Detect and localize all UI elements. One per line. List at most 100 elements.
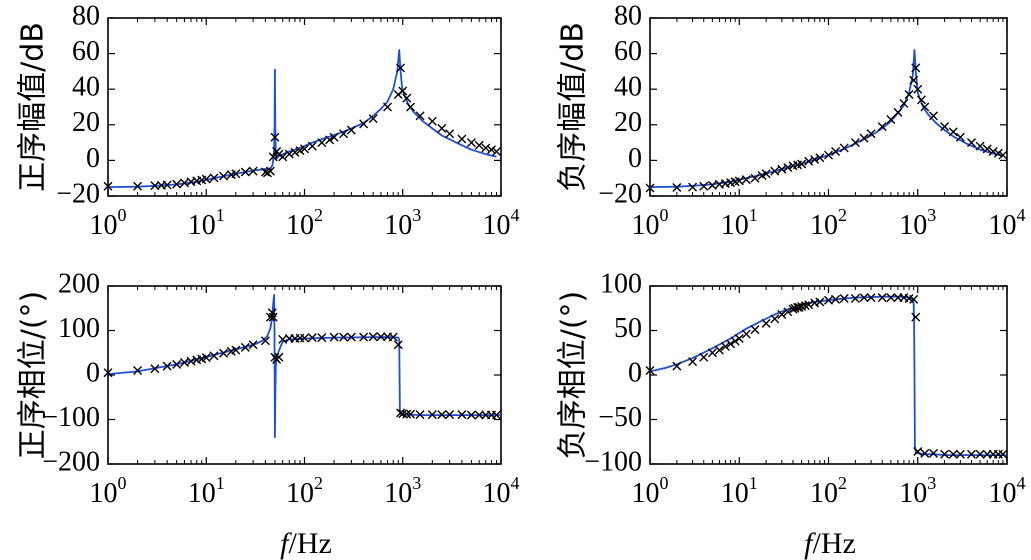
y-tick-label: 100 [600,268,642,299]
x-tick-label: 104 [989,473,1026,509]
data-point-marker [672,182,682,192]
data-point-marker [797,159,807,169]
data-point-marker [804,156,814,166]
data-point-marker [474,410,484,420]
y-tick-label: −200 [42,446,100,477]
data-point-marker [955,132,965,142]
series-line-model [649,49,1004,188]
data-point-marker [248,166,258,176]
data-point-marker [307,333,317,343]
series-layer [645,293,1008,459]
data-point-marker [368,332,378,342]
data-point-marker [720,342,730,352]
plot-frame [649,285,1008,465]
data-point-marker [920,448,930,458]
data-point-marker [339,129,349,139]
data-point-marker [172,359,182,369]
x-tick-label: 101 [721,205,758,241]
data-point-marker [909,75,919,85]
data-point-marker [248,340,258,350]
data-point-marker [911,63,921,73]
series-line-model [107,49,497,188]
data-point-marker [219,348,229,358]
series-markers-measured [645,63,1008,193]
data-point-marker [877,293,887,303]
data-point-marker [396,63,406,73]
data-point-marker [804,300,814,310]
data-point-marker [928,448,938,458]
data-point-marker [406,409,416,419]
data-point-marker [368,114,378,124]
data-point-marker [886,114,896,124]
data-point-marker [982,144,992,154]
data-point-marker [133,366,143,376]
y-tick-label: 50 [614,313,642,344]
data-point-marker [150,364,160,374]
data-point-marker [317,138,327,148]
data-point-marker [770,166,780,176]
data-point-marker [810,155,820,165]
panel-negative-phase: 负序相位/(°) 100 101 102 103 104 −100 −50 0 50 100 [556,268,1026,509]
data-point-marker [219,171,229,181]
data-point-marker [886,293,896,303]
data-point-marker [474,140,484,150]
panel-positive-magnitude: 正序幅值/dB 100 101 102 103 104 −20 0 20 40 60 80 [16,0,520,241]
data-point-marker [265,166,275,176]
y-tick-label: −20 [56,178,100,209]
x-tick-label: 103 [899,205,936,241]
data-point-marker [839,143,849,153]
data-point-marker [688,182,698,192]
y-tick-label: 0 [86,357,100,388]
data-point-marker [402,93,412,103]
data-point-marker [866,293,876,303]
data-point-marker [300,144,309,154]
data-point-marker [466,410,476,420]
data-point-marker [993,148,1003,158]
data-point-marker [240,342,250,352]
data-point-marker [492,410,501,420]
data-point-marker [437,123,447,133]
data-point-marker [103,181,113,191]
data-point-marker [329,132,339,142]
data-point-marker [231,169,241,179]
y-tick-label: 200 [58,268,100,299]
series-line-model [649,295,1007,457]
series-layer [645,49,1008,193]
x-tick-label: 101 [188,473,225,509]
data-point-marker [645,366,655,376]
data-point-marker [300,333,309,343]
data-point-marker [730,336,740,346]
data-point-marker [777,309,787,319]
data-point-marker [398,86,408,96]
data-point-marker [307,141,317,151]
data-point-marker [839,293,849,303]
data-point-marker [376,332,386,342]
data-point-marker [103,368,113,378]
series-layer [103,293,501,439]
plot-frame [107,17,502,197]
data-point-marker [427,116,437,126]
y-tick-label: 80 [614,0,642,31]
data-point-marker [928,111,938,121]
x-tick-label: 100 [90,473,127,509]
data-point-marker [866,129,876,139]
data-point-marker [672,361,682,371]
y-tick-label: −100 [584,446,642,477]
data-point-marker [133,181,143,191]
y-tick-label: 40 [614,72,642,103]
series-markers-measured [645,293,1008,459]
series-layer [103,49,501,191]
x-tick-label: 104 [483,205,520,241]
data-point-marker [688,357,698,367]
data-point-marker [893,107,903,117]
data-point-marker [831,147,841,156]
data-point-marker [920,102,930,112]
data-point-marker [794,302,804,312]
y-axis-label: 负序相位/(°) [556,291,591,460]
data-point-marker [445,410,455,420]
y-tick-label: 0 [86,143,100,174]
data-point-marker [274,352,284,362]
data-point-marker [268,152,278,162]
data-point-marker [859,133,869,143]
data-point-marker [260,336,270,346]
